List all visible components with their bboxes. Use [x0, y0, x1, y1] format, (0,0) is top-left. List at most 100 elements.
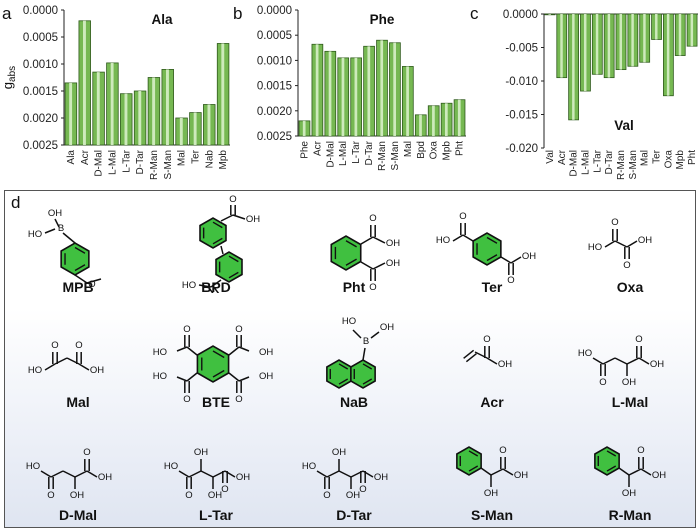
double-bond [212, 369, 225, 378]
atom-label: HO [153, 371, 167, 382]
bar-highlight [406, 66, 409, 136]
bar-highlight [96, 72, 100, 145]
x-tick-label: D-Mal [325, 141, 336, 168]
molecule-label-sman: S-Man [471, 507, 513, 523]
bar-highlight [607, 14, 611, 78]
bond [640, 468, 652, 476]
atom-label: HO [588, 242, 602, 253]
double-bond [486, 236, 498, 244]
bar-highlight [207, 104, 211, 145]
atom-label: OH [522, 251, 536, 262]
bar-highlight [341, 57, 345, 136]
bond [452, 234, 464, 242]
atom-label: O [229, 194, 236, 205]
bond [220, 245, 224, 255]
bar-highlight [457, 99, 461, 136]
atom-label: O [221, 484, 228, 495]
atom-label: O [88, 279, 95, 290]
x-tick-label: L-Tar [592, 149, 603, 172]
bar-highlight [419, 114, 422, 136]
bond [638, 357, 650, 365]
bar-highlight [432, 105, 435, 136]
molecule-label-pht: Pht [342, 279, 366, 295]
double-bond [345, 240, 357, 248]
atom-label: HO [153, 347, 167, 358]
x-tick-label: Nab [204, 150, 215, 169]
x-tick-label: S-Man [163, 150, 174, 179]
bond [178, 470, 190, 478]
x-tick-label: R-Man [377, 141, 388, 171]
bond [602, 357, 616, 365]
bar-highlight [124, 93, 128, 145]
x-tick-label: L-Tar [351, 140, 362, 163]
chart-title: Ala [151, 12, 173, 27]
double-bond [228, 255, 239, 263]
molecule-label-ter: Ter [481, 279, 503, 295]
y-tick-label: 0.0025 [257, 131, 292, 143]
atom-label: O [359, 484, 366, 495]
bond [208, 287, 214, 293]
double-bond [74, 246, 86, 254]
bond [462, 234, 474, 242]
x-tick-label: L-Tar [121, 149, 132, 172]
bond [592, 357, 604, 365]
atom-label: OH [70, 490, 84, 501]
y-tick-label: -0.015 [505, 110, 538, 122]
bond [465, 353, 477, 363]
bond [360, 236, 374, 245]
x-tick-label: Ter [190, 149, 201, 164]
atom-label: O [183, 394, 190, 405]
bond [198, 284, 212, 288]
atom-label: HO [28, 365, 42, 376]
atom-label: O [483, 334, 490, 345]
chart-title: Val [614, 118, 634, 133]
y-tick-label: 0.0010 [257, 55, 292, 67]
atom-label: HO [342, 316, 356, 327]
bar-highlight [643, 14, 646, 63]
y-tick-label: 0.0000 [503, 9, 538, 21]
bar-highlight [583, 14, 587, 92]
x-tick-label: Ala [66, 150, 77, 165]
bond [54, 218, 60, 228]
atom-label: O [635, 334, 642, 345]
bond [486, 357, 498, 365]
atom-label: O [369, 282, 376, 293]
atom-label: OH [246, 214, 260, 225]
molecule-label-rman: R-Man [608, 507, 652, 523]
atom-label: HO [436, 235, 450, 246]
bond [618, 467, 630, 476]
bond [74, 470, 88, 478]
bond [626, 357, 640, 365]
bar-highlight [152, 77, 156, 145]
x-tick-label: Oxa [663, 150, 674, 169]
molecule-label-bpd: BPD [201, 279, 231, 295]
molecule-oxa: O HO O OH [588, 217, 652, 271]
double-bond [338, 378, 349, 385]
atom-label: HO [182, 280, 196, 291]
x-tick-label: Acr [557, 149, 568, 165]
bar-highlight [179, 118, 183, 145]
double-bond [338, 363, 349, 370]
double-bond [212, 350, 225, 359]
molecule-label-mpb: MPB [62, 279, 94, 295]
double-bond [468, 465, 479, 472]
bond [502, 468, 514, 476]
atom-label: OH [332, 447, 346, 458]
x-tick-label: D-Mal [569, 150, 580, 177]
molecule-ter: O HO O OH [436, 211, 536, 286]
bar-highlight [380, 40, 384, 136]
x-tick-label: D-Tar [604, 149, 615, 174]
y-tick-label: 0.0025 [23, 140, 58, 152]
molecule-panel: d BOHHOOMPBOOHOHOBPDOOHOOHPhtOHOOOHTerOH… [4, 190, 696, 528]
bond [510, 256, 522, 264]
bond [176, 346, 188, 352]
bar-highlight [166, 69, 169, 145]
atom-label: HO [28, 229, 42, 240]
molecule-dmal: O HO O OH OH [26, 447, 112, 501]
atom-label: OH [259, 347, 273, 358]
bar-highlight [315, 44, 319, 136]
molecule-label-ltar: L-Tar [199, 507, 233, 523]
